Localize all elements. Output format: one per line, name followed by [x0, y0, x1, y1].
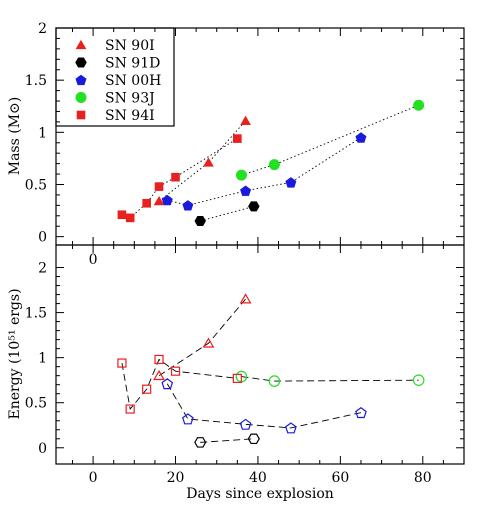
y-tick-label: 2	[38, 261, 47, 277]
data-point	[355, 406, 367, 419]
data-point	[142, 198, 151, 208]
data-point	[125, 213, 135, 223]
series-line	[200, 205, 254, 222]
data-point	[117, 210, 127, 220]
data-point	[182, 200, 194, 211]
y-tick-label: 1	[38, 351, 47, 367]
data-point	[171, 172, 180, 182]
data-point	[203, 157, 214, 167]
y-tick-label: 0	[38, 230, 47, 246]
data-point	[413, 99, 425, 111]
data-point	[117, 358, 127, 368]
legend-marker	[75, 39, 87, 50]
data-point	[161, 194, 173, 206]
energy-frame	[55, 244, 465, 465]
data-point	[268, 375, 281, 387]
data-point	[239, 418, 252, 430]
data-point	[239, 293, 252, 304]
legend-marker	[75, 57, 87, 68]
legend-label: SN 91D	[105, 56, 160, 72]
y-tick-label: 0	[38, 441, 47, 457]
legend-label: SN 90I	[105, 38, 155, 54]
energy-annotation: 0	[89, 252, 98, 268]
mass-y-axis-label: Mass (M⊙)	[7, 97, 23, 176]
x-tick-label: 80	[414, 470, 432, 486]
y-tick-label: 1.5	[25, 73, 47, 89]
series-line	[241, 376, 419, 382]
series-line	[166, 383, 362, 429]
x-tick-label: 0	[89, 470, 98, 486]
series-line	[158, 298, 246, 377]
x-axis-label: Days since explosion	[186, 486, 334, 502]
legend-box	[55, 27, 175, 127]
x-tick-label: 40	[249, 470, 267, 486]
data-point	[170, 366, 181, 376]
data-point	[248, 201, 260, 212]
data-point	[154, 354, 164, 365]
legend-marker	[75, 92, 87, 104]
y-tick-label: 2	[38, 21, 47, 37]
series-line	[121, 138, 238, 219]
data-point	[285, 422, 297, 434]
data-point	[194, 216, 206, 226]
legend-label: SN 93J	[105, 91, 155, 107]
data-point	[153, 369, 165, 381]
energy-y-axis-label: Energy (10⁵¹ ergs)	[7, 288, 23, 419]
legend-marker	[75, 74, 87, 86]
data-point	[142, 384, 152, 394]
data-point	[268, 159, 280, 171]
data-point	[247, 433, 260, 445]
data-point	[232, 373, 242, 383]
x-tick-label: 60	[331, 470, 349, 486]
data-point	[240, 185, 252, 196]
data-point	[412, 374, 425, 386]
legend-label: SN 94I	[105, 108, 155, 124]
data-point	[153, 195, 165, 206]
data-point	[285, 177, 297, 188]
data-point	[161, 378, 174, 390]
data-point	[182, 413, 194, 425]
y-tick-label: 1.5	[25, 306, 47, 322]
x-tick-label: 20	[167, 470, 185, 486]
y-tick-label: 1	[38, 125, 47, 141]
legend-label: SN 00H	[105, 73, 161, 89]
y-tick-label: 0.5	[25, 177, 47, 193]
data-point	[125, 404, 135, 414]
data-point	[233, 134, 242, 143]
legend-marker	[76, 110, 86, 120]
data-point	[240, 115, 251, 125]
series-line	[241, 104, 419, 176]
data-point	[194, 437, 207, 448]
data-point	[202, 337, 215, 348]
data-point	[355, 132, 367, 143]
series-line	[200, 438, 254, 443]
series-line	[121, 358, 238, 411]
y-tick-label: 0.5	[25, 396, 47, 412]
data-point	[154, 182, 164, 191]
data-point	[235, 169, 247, 181]
series-line	[167, 137, 362, 206]
series-line	[158, 120, 246, 202]
